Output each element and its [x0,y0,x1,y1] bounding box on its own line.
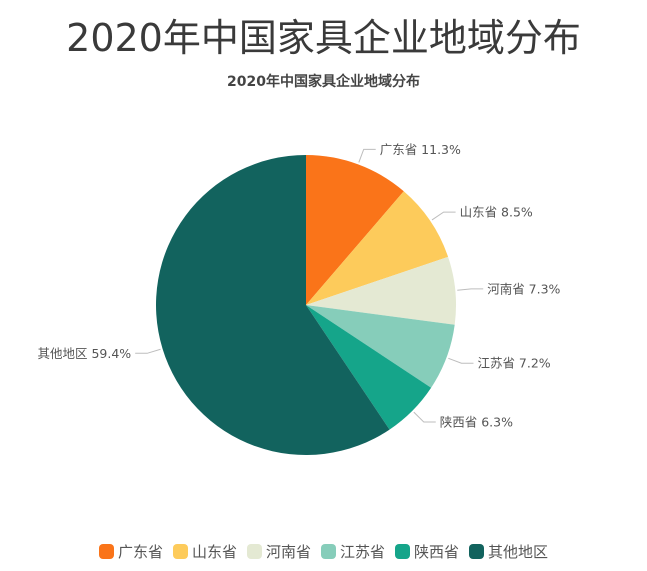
leader-line [431,211,456,221]
pie-slice-2[interactable] [306,256,456,325]
slice-labels: 广东省 11.3% 山东省 8.5% 河南省 7.3% 江苏省 7.2% 陕西省 6.3… [37,142,560,430]
slice-label: 广东省 11.3% [380,142,461,157]
legend-item[interactable]: 山东省 [172,541,237,562]
legend-item[interactable]: 广东省 [98,541,163,562]
page-title: 2020年中国家具企业地域分布 [66,16,581,60]
pie-slice-1[interactable] [306,191,449,305]
leader-line [448,357,474,364]
pie-slice-3[interactable] [306,305,455,388]
legend-swatch-icon [246,544,262,559]
legend-item[interactable]: 江苏省 [321,541,385,562]
leader-line [457,288,484,291]
legend-item[interactable]: 陕西省 [395,541,459,562]
leader-lines [135,148,484,423]
legend-item[interactable]: 河南省 [246,541,311,562]
legend-label: 广东省 [117,543,163,561]
legend-item[interactable]: 其他地区 [469,541,548,562]
legend-label: 山东省 [191,543,237,561]
slice-label: 陕西省 6.3% [440,415,513,430]
legend-swatch-icon [469,544,485,559]
slice-label: 江苏省 7.2% [477,356,550,371]
slice-label: 其他地区 59.4% [37,346,131,361]
legend-swatch-icon [395,544,411,559]
legend-label: 河南省 [265,543,311,561]
legend-label: 其他地区 [488,543,549,561]
legend-swatch-icon [98,544,114,559]
legend-swatch-icon [321,544,336,559]
pie-slices [156,155,456,455]
leader-line [413,411,436,423]
chart-title: 2020年中国家具企业地域分布 [227,74,420,90]
legend-swatch-icon [172,544,188,559]
legend-label: 江苏省 [340,543,386,561]
leader-line [358,148,376,163]
slice-label: 河南省 7.3% [487,281,560,296]
slice-label: 山东省 8.5% [460,205,533,220]
pie-slice-5[interactable] [156,155,390,455]
pie-slice-4[interactable] [306,305,432,430]
pie-slice-0[interactable] [306,155,404,305]
legend: 广东省 山东省 河南省 江苏省 陕西省 其他地区 [0,541,647,562]
legend-label: 陕西省 [414,543,460,561]
leader-line [135,348,161,354]
